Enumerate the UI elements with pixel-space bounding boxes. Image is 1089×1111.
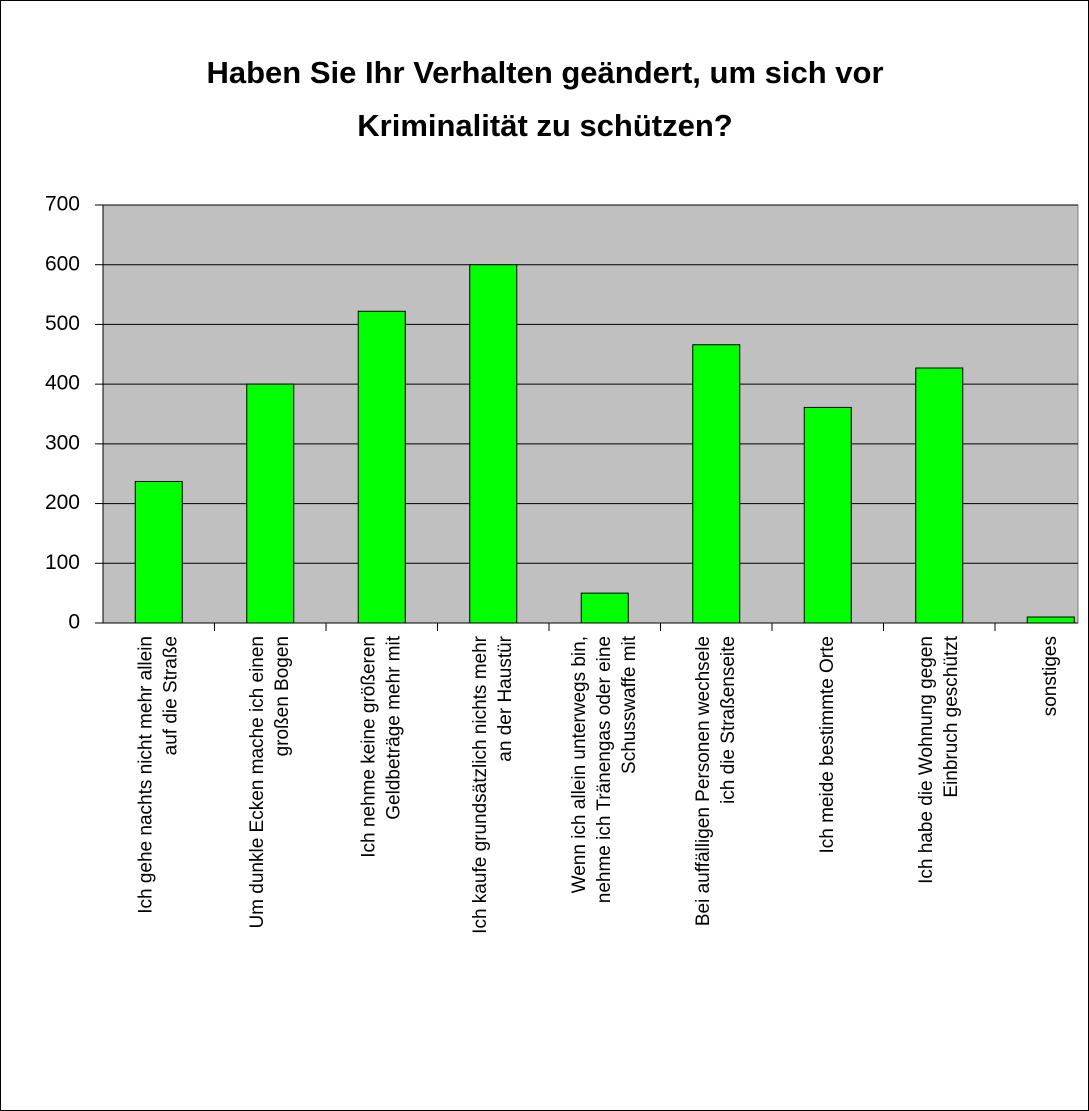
x-tick-label: Ich meide bestimmte Orte (817, 636, 838, 854)
y-tick-label: 400 (45, 372, 80, 395)
x-tick-label: Ich gehe nachts nicht mehr allein (135, 636, 156, 914)
x-tick-label: an der Haustür (495, 635, 516, 761)
bar (357, 310, 406, 624)
bar (134, 480, 183, 624)
bar (803, 406, 852, 624)
x-tick-label: Ich kaufe grundsätzlich nichts mehr (470, 635, 491, 933)
x-tick-label: Wenn ich allein unterwegs bin, (569, 636, 590, 893)
y-tick-label: 0 (68, 611, 80, 634)
bar (246, 383, 295, 624)
bar (469, 264, 518, 624)
y-tick-label: 100 (45, 551, 80, 574)
x-tick-label: Bei auffälligen Personen wechsele (693, 636, 714, 926)
y-tick-label: 700 (45, 193, 80, 216)
x-tick-label: Ich habe die Wohnung gegen (916, 636, 937, 884)
bar (692, 344, 741, 624)
y-tick-label: 300 (45, 431, 80, 454)
bar (1026, 616, 1075, 624)
x-tick-label: Um dunkle Ecken mache ich einen (247, 636, 268, 929)
x-tick-label: Ich nehme keine größeren (358, 636, 379, 858)
x-tick-label: auf die Straße (160, 636, 181, 755)
y-tick-label: 200 (45, 491, 80, 514)
x-tick-label: ich die Straßenseite (718, 636, 739, 804)
bar (915, 367, 964, 624)
bar (580, 592, 629, 624)
x-tick-label: großen Bogen (272, 636, 293, 756)
y-tick-label: 600 (45, 252, 80, 275)
x-tick-label: nehme ich Tränengas oder eine (594, 636, 615, 903)
x-tick-label: Schusswaffe mit (619, 635, 640, 774)
chart-title: Kriminalität zu schützen? (357, 108, 732, 143)
x-tick-label: Geldbeträge mehr mit (383, 635, 404, 819)
chart-title: Haben Sie Ihr Verhalten geändert, um sic… (206, 55, 883, 90)
x-tick-label: sonstiges (1040, 636, 1061, 716)
x-tick-label: Einbruch geschützt (941, 635, 962, 797)
y-tick-label: 500 (45, 312, 80, 335)
